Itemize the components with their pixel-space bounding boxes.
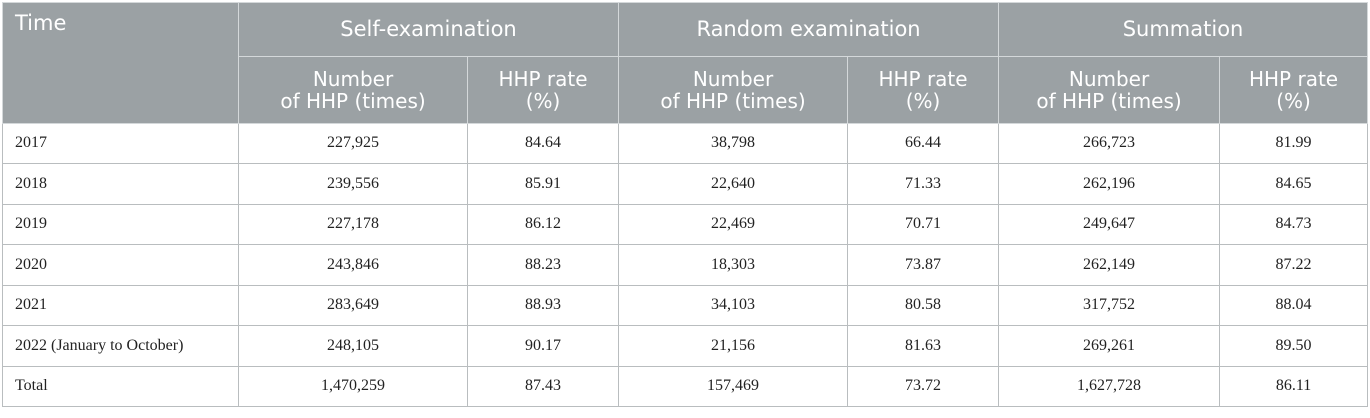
- random-rate-cell: 73.72: [847, 365, 1000, 407]
- header-self-count: Number of HHP (times): [238, 55, 468, 124]
- header-row-subcolumns: Number of HHP (times) HHP rate (%) Number o…: [2, 55, 1369, 124]
- header-rate-line2: (%): [905, 88, 941, 113]
- header-count-line2: of HHP (times): [660, 88, 806, 113]
- header-count-line2: of HHP (times): [1036, 88, 1182, 113]
- table-row: 2017 227,925 84.64 38,798 66.44 266,723 …: [2, 122, 1369, 164]
- header-time-continued: [2, 56, 239, 124]
- table-body: 2017 227,925 84.64 38,798 66.44 266,723 …: [2, 122, 1369, 407]
- random-rate-cell: 66.44: [847, 122, 1000, 164]
- self-rate-cell: 87.43: [466, 365, 620, 407]
- random-rate-cell: 73.87: [847, 244, 1000, 286]
- random-rate-cell: 71.33: [847, 163, 1000, 205]
- summation-count-cell: 269,261: [998, 325, 1221, 367]
- summation-count-cell: 262,149: [998, 244, 1221, 286]
- random-count-cell: 18,303: [618, 244, 849, 286]
- row-label: 2017: [2, 122, 239, 164]
- header-time: Time: [2, 2, 239, 56]
- self-count-cell: 1,470,259: [238, 365, 468, 407]
- row-label: 2020: [2, 244, 239, 286]
- header-count-line1: Number: [1068, 66, 1150, 91]
- summation-rate-cell: 84.73: [1219, 203, 1369, 245]
- row-label: 2018: [2, 163, 239, 205]
- header-summation-rate: HHP rate (%): [1219, 55, 1369, 124]
- table-row: 2020 243,846 88.23 18,303 73.87 262,149 …: [2, 244, 1369, 286]
- self-count-cell: 248,105: [238, 325, 468, 367]
- summation-count-cell: 1,627,728: [998, 365, 1221, 407]
- self-rate-cell: 90.17: [466, 325, 620, 367]
- row-label: 2022 (January to October): [2, 325, 239, 367]
- hhp-table: Time Self-examination Random examination…: [2, 2, 1369, 407]
- self-count-cell: 239,556: [238, 163, 468, 205]
- summation-rate-cell: 88.04: [1219, 284, 1369, 326]
- table-row-total: Total 1,470,259 87.43 157,469 73.72 1,62…: [2, 365, 1369, 407]
- self-rate-cell: 88.23: [466, 244, 620, 286]
- table-row: 2022 (January to October) 248,105 90.17 …: [2, 325, 1369, 367]
- self-count-cell: 227,925: [238, 122, 468, 164]
- self-rate-cell: 85.91: [466, 163, 620, 205]
- row-label: 2021: [2, 284, 239, 326]
- random-count-cell: 38,798: [618, 122, 849, 164]
- row-label: 2019: [2, 203, 239, 245]
- random-rate-cell: 80.58: [847, 284, 1000, 326]
- header-rate-line1: HHP rate: [878, 66, 968, 91]
- header-summation-count: Number of HHP (times): [998, 55, 1221, 124]
- random-count-cell: 157,469: [618, 365, 849, 407]
- header-random-count: Number of HHP (times): [618, 55, 849, 124]
- table-header: Time Self-examination Random examination…: [2, 2, 1369, 124]
- header-group-random-examination: Random examination: [618, 2, 1000, 57]
- header-rate-line2: (%): [1276, 88, 1311, 113]
- header-random-rate: HHP rate (%): [847, 55, 1000, 124]
- random-count-cell: 22,640: [618, 163, 849, 205]
- summation-rate-cell: 87.22: [1219, 244, 1369, 286]
- header-count-line1: Number: [312, 66, 394, 91]
- self-count-cell: 283,649: [238, 284, 468, 326]
- header-count-line1: Number: [692, 66, 774, 91]
- header-rate-line1: HHP rate: [1248, 66, 1339, 91]
- random-count-cell: 22,469: [618, 203, 849, 245]
- self-rate-cell: 88.93: [466, 284, 620, 326]
- row-label: Total: [2, 365, 239, 407]
- summation-rate-cell: 86.11: [1219, 365, 1369, 407]
- header-group-summation: Summation: [998, 2, 1369, 57]
- table-row: 2018 239,556 85.91 22,640 71.33 262,196 …: [2, 163, 1369, 205]
- self-rate-cell: 84.64: [466, 122, 620, 164]
- summation-count-cell: 249,647: [998, 203, 1221, 245]
- summation-rate-cell: 89.50: [1219, 325, 1369, 367]
- header-group-self-examination: Self-examination: [237, 2, 620, 57]
- random-rate-cell: 81.63: [847, 325, 1000, 367]
- random-count-cell: 21,156: [618, 325, 849, 367]
- summation-rate-cell: 81.99: [1219, 122, 1369, 164]
- random-count-cell: 34,103: [618, 284, 849, 326]
- self-count-cell: 243,846: [238, 244, 468, 286]
- table-row: 2021 283,649 88.93 34,103 80.58 317,752 …: [2, 284, 1369, 326]
- data-table-container: Time Self-examination Random examination…: [2, 2, 1369, 407]
- header-rate-line2: (%): [525, 88, 561, 113]
- summation-count-cell: 317,752: [998, 284, 1221, 326]
- header-row-groups: Time Self-examination Random examination…: [2, 2, 1369, 57]
- self-count-cell: 227,178: [238, 203, 468, 245]
- summation-count-cell: 262,196: [998, 163, 1221, 205]
- header-self-rate: HHP rate (%): [466, 55, 620, 124]
- table-row: 2019 227,178 86.12 22,469 70.71 249,647 …: [2, 203, 1369, 245]
- self-rate-cell: 86.12: [466, 203, 620, 245]
- summation-rate-cell: 84.65: [1219, 163, 1369, 205]
- header-rate-line1: HHP rate: [498, 66, 588, 91]
- summation-count-cell: 266,723: [998, 122, 1221, 164]
- random-rate-cell: 70.71: [847, 203, 1000, 245]
- header-count-line2: of HHP (times): [280, 88, 426, 113]
